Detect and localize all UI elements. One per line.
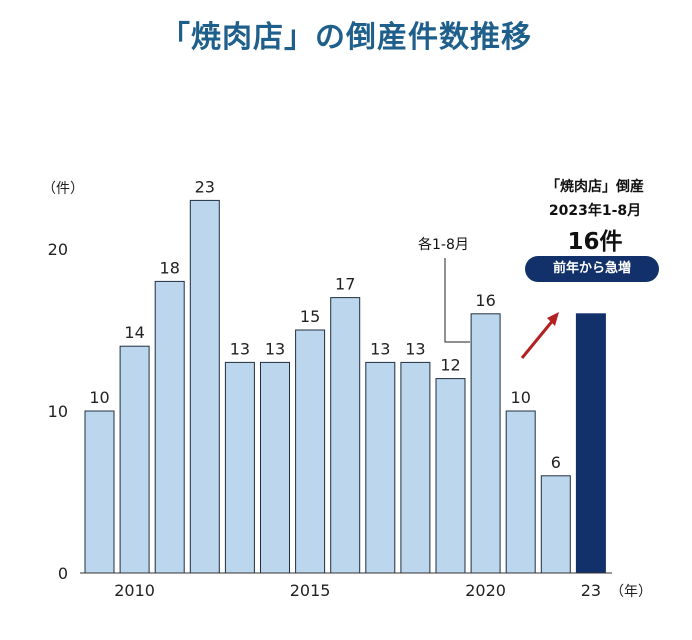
bar bbox=[295, 329, 326, 574]
bar bbox=[505, 410, 536, 574]
y-tick-label: 10 bbox=[48, 402, 68, 421]
data-label: 13 bbox=[405, 339, 425, 358]
bar bbox=[224, 361, 255, 574]
bar bbox=[470, 313, 501, 574]
data-label: 13 bbox=[265, 339, 285, 358]
y-tick-label: 20 bbox=[48, 240, 68, 259]
data-label: 13 bbox=[370, 339, 390, 358]
period-note: 各1-8月 bbox=[418, 237, 469, 253]
y-axis-unit: （件） bbox=[42, 181, 84, 197]
data-label: 17 bbox=[335, 275, 355, 294]
bar bbox=[330, 297, 361, 574]
x-tick-label: 2020 bbox=[465, 581, 506, 600]
x-tick-label: 23 bbox=[581, 581, 601, 600]
bar bbox=[84, 410, 115, 574]
bar bbox=[365, 361, 396, 574]
data-label: 6 bbox=[551, 453, 561, 472]
bar bbox=[119, 345, 150, 574]
bar bbox=[435, 378, 466, 574]
callout-count: 16件 bbox=[567, 229, 623, 255]
bar-highlight bbox=[575, 313, 606, 574]
x-tick-label: 2015 bbox=[290, 581, 331, 600]
x-axis-unit: （年） bbox=[610, 584, 652, 600]
trend-arrow-head bbox=[547, 312, 559, 326]
chart-title: 「焼肉店」の倒産件数推移 bbox=[160, 20, 532, 55]
data-label: 18 bbox=[160, 258, 180, 277]
bar bbox=[540, 475, 571, 574]
x-tick-label: 2010 bbox=[114, 581, 155, 600]
callout-badge: 前年から急増 bbox=[525, 256, 659, 282]
data-label: 12 bbox=[440, 356, 460, 375]
data-label: 10 bbox=[89, 388, 109, 407]
data-label: 10 bbox=[511, 388, 531, 407]
bar bbox=[400, 361, 431, 574]
trend-arrow bbox=[520, 318, 556, 359]
bar bbox=[154, 280, 185, 574]
callout-period: 2023年1-8月 bbox=[548, 203, 642, 219]
data-label: 14 bbox=[124, 323, 144, 342]
data-label: 23 bbox=[195, 177, 215, 196]
callout-heading: 「焼肉店」倒産 bbox=[546, 179, 644, 195]
bar bbox=[189, 199, 220, 574]
y-tick-label: 0 bbox=[58, 564, 68, 583]
data-label: 13 bbox=[230, 339, 250, 358]
bar bbox=[260, 361, 290, 574]
data-label: 15 bbox=[300, 307, 320, 326]
data-label: 16 bbox=[475, 291, 495, 310]
note-leader-line bbox=[444, 258, 470, 343]
